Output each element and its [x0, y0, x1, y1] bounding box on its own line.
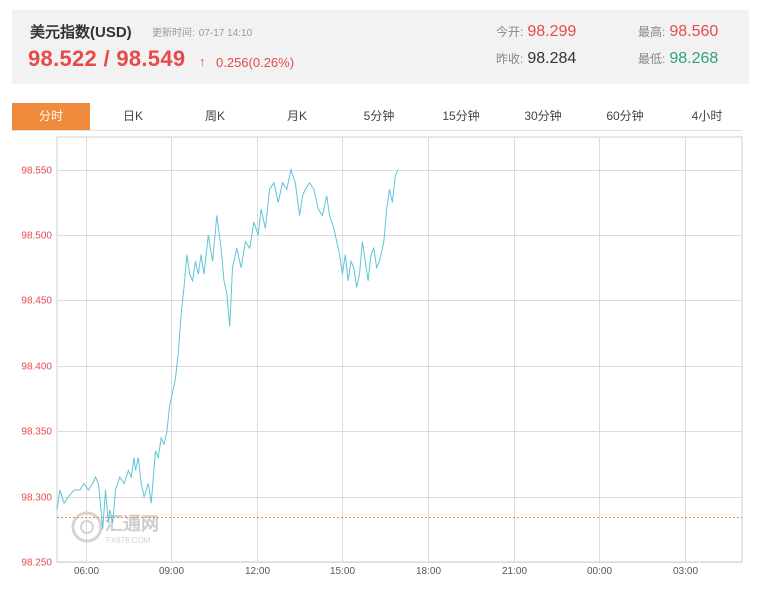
chart-grid	[56, 136, 743, 563]
price-change: 0.256(0.26%)	[216, 55, 295, 70]
tab-15min[interactable]: 15分钟	[442, 109, 480, 123]
x-axis-labels: 06:00 09:00 12:00 15:00 18:00 21:00 00:00 03:00	[74, 566, 698, 577]
series-line-usd-index	[56, 167, 399, 530]
tab-weekly-k[interactable]: 周K	[204, 109, 225, 123]
quote-panel: 美元指数(USD) 更新时间: 07-17 14:10 98.522 / 98.5…	[12, 10, 749, 84]
prev-close-stat: 昨收: 98.284	[496, 50, 576, 68]
x-tick-label: 21:00	[502, 566, 527, 577]
open-label: 今开:	[496, 25, 524, 39]
y-tick-label: 98.550	[21, 166, 52, 177]
x-tick-label: 06:00	[74, 566, 99, 577]
x-tick-label: 00:00	[587, 566, 612, 577]
prev-close-label: 昨收:	[496, 52, 524, 66]
watermark-sub: FX678.COM	[106, 536, 151, 545]
update-time-value: 07-17 14:10	[198, 28, 253, 39]
x-tick-label: 12:00	[245, 566, 270, 577]
high-value: 98.560	[669, 23, 719, 40]
watermark: 汇通网 FX678.COM	[71, 511, 159, 545]
y-tick-label: 98.400	[21, 362, 52, 373]
tab-daily-k[interactable]: 日K	[122, 109, 143, 123]
high-stat: 最高: 98.560	[638, 23, 718, 41]
update-time: 更新时间: 07-17 14:10	[152, 24, 256, 39]
bid-ask-price: 98.522 / 98.549	[28, 46, 186, 71]
x-tick-label: 09:00	[159, 566, 184, 577]
y-tick-label: 98.450	[21, 296, 52, 307]
watermark-logo	[71, 511, 103, 543]
plot-frame	[56, 136, 743, 563]
update-time-label: 更新时间:	[152, 28, 195, 39]
low-value: 98.268	[669, 50, 719, 67]
tab-5min[interactable]: 5分钟	[363, 109, 395, 123]
y-tick-label: 98.300	[21, 493, 52, 504]
prev-close-value: 98.284	[527, 50, 577, 67]
y-tick-label: 98.250	[21, 558, 52, 569]
low-stat: 最低: 98.268	[638, 50, 718, 68]
low-label: 最低:	[638, 52, 666, 66]
tab-60min[interactable]: 60分钟	[606, 109, 644, 123]
tab-intraday[interactable]: 分时	[12, 103, 90, 130]
up-arrow-icon: ↑	[199, 54, 206, 69]
tab-monthly-k[interactable]: 月K	[286, 109, 307, 123]
tab-4hour[interactable]: 4小时	[691, 109, 723, 123]
open-value: 98.299	[527, 23, 577, 40]
y-tick-label: 98.500	[21, 231, 52, 242]
instrument-title: 美元指数(USD)	[30, 24, 132, 41]
tab-30min[interactable]: 30分钟	[524, 109, 562, 123]
y-axis-labels: 98.250 98.300 98.350 98.400 98.450 98.500 98.5…	[21, 166, 52, 569]
watermark-logo-inner	[80, 520, 94, 534]
watermark-text: 汇通网	[105, 514, 159, 534]
y-tick-label: 98.350	[21, 427, 52, 438]
x-tick-label: 15:00	[330, 566, 355, 577]
high-label: 最高:	[638, 25, 666, 39]
x-tick-label: 18:00	[416, 566, 441, 577]
x-tick-label: 03:00	[673, 566, 698, 577]
timeframe-tabs: 分时 日K 周K 月K 5分钟 15分钟 30分钟 60分钟 4小时	[12, 100, 742, 131]
open-stat: 今开: 98.299	[496, 23, 576, 41]
